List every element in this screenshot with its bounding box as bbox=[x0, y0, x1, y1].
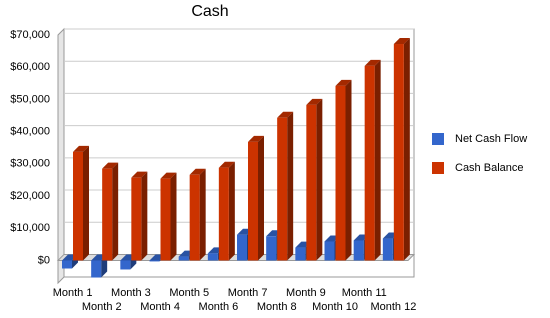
x-tick-label: Month 2 bbox=[82, 301, 122, 313]
bar bbox=[266, 236, 277, 261]
bar-top bbox=[131, 171, 148, 178]
chart-title: Cash bbox=[191, 3, 228, 20]
x-tick-label: Month 6 bbox=[199, 301, 239, 313]
bar bbox=[73, 151, 83, 261]
legend-swatch bbox=[432, 162, 444, 174]
bar-side bbox=[170, 172, 177, 261]
bar-side bbox=[141, 171, 148, 261]
y-tick-label: $0 bbox=[38, 254, 50, 266]
x-tick-label: Month 7 bbox=[228, 287, 268, 299]
bar bbox=[207, 253, 218, 261]
legend-swatch bbox=[432, 133, 444, 145]
bar bbox=[149, 260, 160, 262]
bar bbox=[131, 177, 142, 261]
x-tick-label: Month 8 bbox=[257, 301, 297, 313]
y-tick-label: $30,000 bbox=[10, 158, 50, 170]
bar-top bbox=[73, 145, 89, 152]
x-tick-label: Month 1 bbox=[53, 287, 93, 299]
bar bbox=[189, 174, 200, 261]
bar bbox=[277, 117, 288, 261]
bar-side bbox=[258, 135, 264, 261]
bar bbox=[91, 260, 102, 278]
y-tick-label: $60,000 bbox=[10, 61, 50, 73]
x-tick-label: Month 10 bbox=[312, 301, 358, 313]
bar bbox=[248, 141, 258, 261]
bar-top bbox=[393, 38, 410, 45]
bar bbox=[364, 65, 375, 261]
bar-side bbox=[374, 59, 381, 261]
bar bbox=[120, 260, 131, 270]
x-tick-label: Month 5 bbox=[169, 287, 209, 299]
bar bbox=[393, 44, 404, 261]
y-tick-label: $40,000 bbox=[10, 126, 50, 138]
x-tick-label: Month 3 bbox=[111, 287, 151, 299]
bar bbox=[237, 234, 247, 261]
x-tick-label: Month 4 bbox=[140, 301, 180, 313]
bar-side bbox=[287, 111, 294, 261]
y-tick-label: $50,000 bbox=[10, 93, 50, 105]
bar-side bbox=[403, 38, 410, 261]
bar-side bbox=[199, 168, 206, 261]
bar bbox=[335, 85, 346, 261]
bar-side bbox=[345, 79, 352, 261]
legend-label: Net Cash Flow bbox=[455, 133, 527, 145]
x-tick-label: Month 12 bbox=[370, 301, 416, 313]
y-tick-label: $70,000 bbox=[10, 29, 50, 41]
bar-top bbox=[218, 161, 235, 168]
bar-top bbox=[102, 162, 119, 169]
bar-top bbox=[277, 111, 294, 118]
y-tick-label: $20,000 bbox=[10, 190, 50, 202]
bar bbox=[160, 178, 171, 261]
bar bbox=[382, 238, 393, 261]
bar-side bbox=[83, 145, 89, 261]
bar bbox=[353, 240, 364, 261]
bar bbox=[102, 168, 113, 261]
bar bbox=[306, 104, 317, 261]
bar-top bbox=[160, 172, 177, 179]
bar-top bbox=[248, 135, 264, 142]
bar-top bbox=[364, 59, 381, 66]
bar bbox=[218, 167, 229, 261]
x-tick-label: Month 9 bbox=[286, 287, 326, 299]
bar-top bbox=[306, 98, 323, 105]
legend-label: Cash Balance bbox=[455, 162, 524, 174]
bar-top bbox=[189, 168, 206, 175]
bar bbox=[62, 260, 72, 269]
bar bbox=[295, 247, 306, 261]
bar bbox=[324, 241, 335, 261]
bar-side bbox=[316, 98, 323, 261]
x-tick-label: Month 11 bbox=[342, 287, 387, 299]
y-tick-label: $10,000 bbox=[10, 222, 50, 234]
bar-side bbox=[112, 162, 119, 261]
bar-side bbox=[228, 161, 235, 261]
side-wall bbox=[57, 27, 65, 285]
bar-top bbox=[335, 79, 352, 86]
bar bbox=[178, 256, 189, 261]
